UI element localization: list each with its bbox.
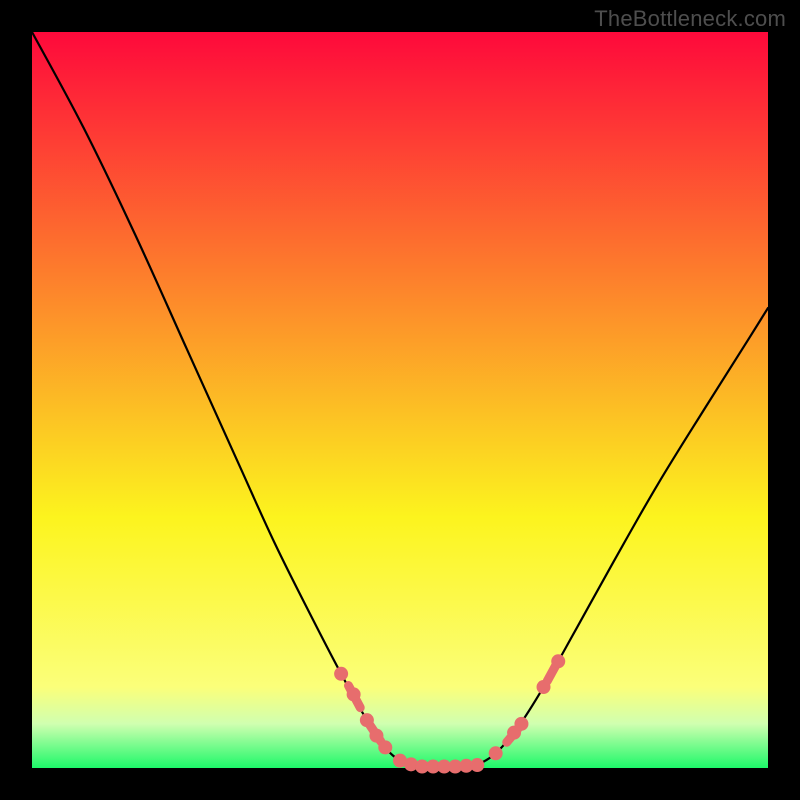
curves-group bbox=[32, 32, 768, 767]
data-marker bbox=[537, 680, 551, 694]
data-marker bbox=[378, 740, 392, 754]
data-marker bbox=[514, 717, 528, 731]
data-marker bbox=[360, 713, 374, 727]
chart-frame: TheBottleneck.com bbox=[0, 0, 800, 800]
data-marker bbox=[470, 758, 484, 772]
watermark-text: TheBottleneck.com bbox=[594, 6, 786, 32]
marker-connector bbox=[547, 665, 556, 681]
data-marker bbox=[334, 667, 348, 681]
data-marker bbox=[551, 654, 565, 668]
plot-area bbox=[32, 32, 768, 768]
right-curve bbox=[477, 308, 768, 765]
data-marker bbox=[489, 746, 503, 760]
markers-group bbox=[334, 654, 565, 773]
data-marker bbox=[347, 687, 361, 701]
left-curve bbox=[32, 32, 433, 767]
data-marker bbox=[369, 729, 383, 743]
chart-svg bbox=[32, 32, 768, 768]
